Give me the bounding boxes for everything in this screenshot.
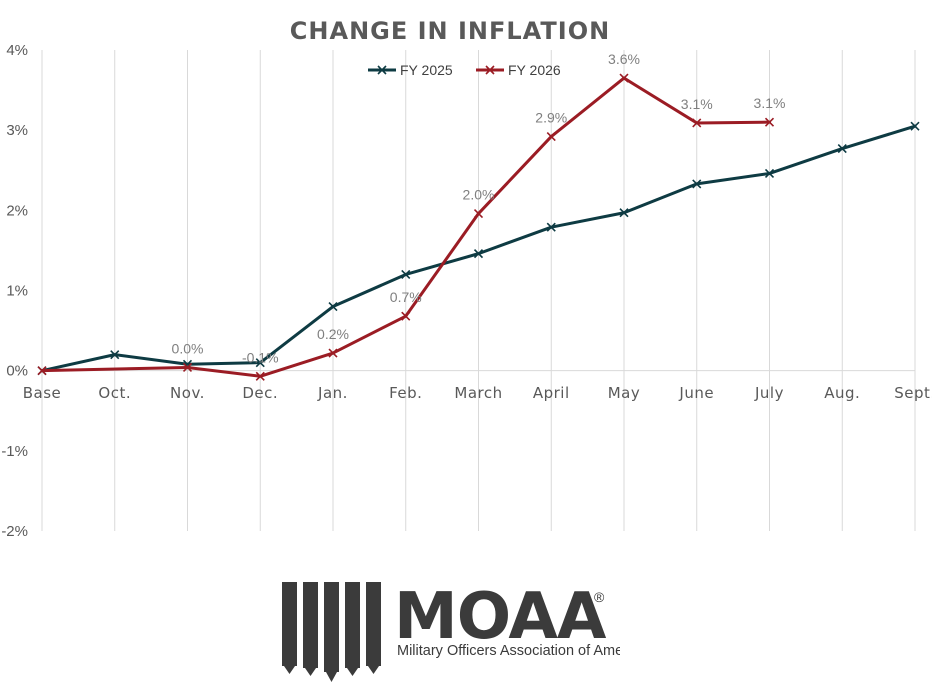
legend-marker (377, 65, 387, 75)
data-point-marker (255, 358, 265, 368)
logo-registered-mark: ® (594, 589, 605, 605)
y-tick-label: 4% (6, 42, 28, 59)
data-label: 0.7% (390, 289, 422, 305)
data-label: 0.2% (317, 326, 349, 342)
x-tick-label: Oct. (98, 384, 131, 402)
data-point-marker (692, 179, 702, 189)
data-point-marker (619, 208, 629, 218)
data-label: 2.9% (535, 110, 567, 126)
data-point-marker (401, 269, 411, 280)
x-tick-label: Dec. (242, 384, 278, 402)
y-tick-label: -1% (1, 443, 28, 460)
data-label: 2.0% (463, 187, 495, 203)
moaa-logo: MOAA ® Military Officers Association of … (282, 580, 620, 682)
x-tick-label: March (454, 384, 502, 402)
data-label: 3.6% (608, 51, 640, 67)
data-point-marker (546, 132, 556, 142)
data-point-marker (764, 117, 775, 127)
data-point-marker (837, 144, 847, 154)
data-point-marker (910, 121, 920, 131)
data-point-marker (692, 118, 702, 128)
x-tick-label: May (608, 384, 641, 402)
inflation-line-chart: CHANGE IN INFLATION -2% -1% 0% 1% 2% 3% 4% Bas… (1, 17, 932, 540)
x-tick-label: Nov. (170, 384, 205, 402)
data-point-marker (619, 73, 629, 83)
data-point-marker (764, 168, 775, 179)
data-point-marker (473, 249, 484, 259)
data-point-marker (328, 301, 338, 312)
gridlines (41, 50, 916, 531)
x-tick-label: Feb. (389, 384, 422, 402)
x-tick-label: June (678, 384, 714, 402)
logo-tagline: Military Officers Association of America (397, 643, 620, 659)
data-point-marker (110, 350, 120, 360)
data-point-marker (473, 208, 484, 219)
data-label: 3.1% (681, 96, 713, 112)
data-point-marker (328, 348, 338, 358)
data-point-marker (401, 311, 411, 321)
x-tick-label: Jan. (317, 384, 348, 402)
data-labels: 0.0% -0.1% 0.2% 0.7% 2.0% 2.9% 3.6% 3.1% 3.1% (172, 51, 786, 365)
series-layer (37, 73, 920, 381)
x-tick-label: April (533, 384, 570, 402)
x-axis-ticks: Base Oct. Nov. Dec. Jan. Feb. March April May Jun… (23, 384, 932, 402)
data-point-marker (255, 371, 265, 381)
y-axis-ticks: -2% -1% 0% 1% 2% 3% 4% (1, 42, 28, 540)
legend-marker (485, 65, 495, 75)
legend-label: FY 2026 (508, 62, 561, 78)
data-label: -0.1% (242, 349, 279, 365)
data-label: 0.0% (172, 340, 204, 356)
data-label: 3.1% (754, 95, 786, 111)
x-tick-label: Aug. (824, 384, 860, 402)
y-tick-label: 0% (6, 363, 28, 380)
series-line-1 (40, 76, 771, 378)
legend-label: FY 2025 (400, 62, 453, 78)
chart-title: CHANGE IN INFLATION (290, 17, 610, 45)
x-tick-label: Base (23, 384, 62, 402)
data-point-marker (37, 366, 47, 376)
data-point-marker (182, 362, 193, 373)
y-tick-label: 1% (6, 283, 28, 300)
y-tick-label: 3% (6, 122, 28, 139)
legend: FY 2025 FY 2026 (368, 62, 561, 78)
moaa-emblem-icon (282, 582, 381, 682)
x-tick-label: Sept. (894, 384, 932, 402)
y-tick-label: 2% (6, 202, 28, 219)
x-tick-label: July (754, 384, 784, 402)
data-point-marker (546, 222, 556, 232)
y-tick-label: -2% (1, 523, 28, 540)
logo-wordmark: MOAA (394, 580, 607, 654)
